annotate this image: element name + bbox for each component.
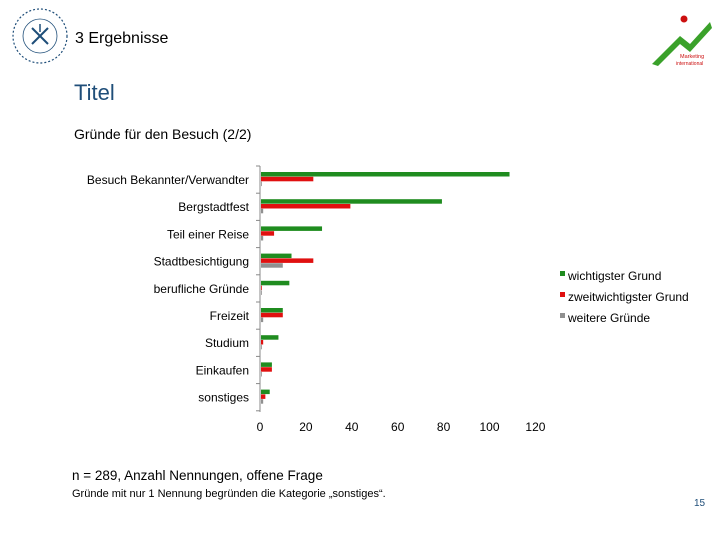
bar (261, 208, 264, 214)
bar (261, 258, 314, 263)
bar (261, 312, 283, 318)
x-tick-label: 40 (345, 420, 359, 434)
x-tick-label: 0 (257, 420, 264, 434)
bar (261, 340, 264, 345)
bar (261, 290, 262, 295)
category-label: Studium (205, 336, 249, 350)
bar (261, 199, 442, 204)
bar (261, 181, 262, 187)
bar (261, 394, 266, 399)
section-heading: 3 Ergebnisse (75, 30, 169, 47)
bar (261, 176, 314, 182)
bar (261, 317, 264, 323)
bar (261, 172, 510, 177)
category-label: Stadtbesichtigung (154, 255, 249, 269)
legend-swatch (560, 271, 565, 276)
bar (261, 372, 262, 377)
x-tick-label: 100 (479, 420, 499, 434)
bar (261, 285, 262, 291)
bar (261, 226, 323, 231)
category-label: Freizeit (210, 309, 250, 323)
svg-text:Marketing: Marketing (680, 54, 704, 60)
sample-note: n = 289, Anzahl Nennungen, offene Frage (72, 468, 323, 483)
category-label: berufliche Gründe (154, 282, 250, 296)
bar (261, 335, 279, 340)
chart-subtitle: Gründe für den Besuch (2/2) (74, 126, 252, 142)
legend-label: zweitwichtigster Grund (568, 290, 689, 304)
legend-label: weitere Gründe (567, 311, 650, 325)
bar (261, 253, 292, 259)
x-tick-label: 20 (299, 420, 313, 434)
legend-swatch (560, 313, 565, 318)
svg-text:international: international (676, 61, 703, 67)
legend-label: wichtigster Grund (567, 269, 661, 283)
x-tick-label: 120 (525, 420, 545, 434)
footnote: Gründe mit nur 1 Nennung begründen die K… (72, 488, 386, 500)
category-label: Besuch Bekannter/Verwandter (87, 173, 249, 187)
category-label: Einkaufen (196, 363, 249, 377)
bar (261, 308, 283, 313)
bar (261, 204, 351, 209)
bar (261, 231, 275, 236)
bar (261, 280, 290, 286)
bar (261, 344, 262, 350)
bar (261, 399, 264, 404)
legend-swatch (560, 292, 565, 297)
category-label: Bergstadtfest (178, 200, 249, 214)
page-number: 15 (694, 498, 706, 509)
marketing-logo: Marketing international (652, 15, 712, 67)
bar (261, 236, 264, 241)
x-tick-label: 80 (437, 420, 451, 434)
category-label: Teil einer Reise (167, 227, 249, 241)
bar (261, 367, 272, 372)
x-tick-label: 60 (391, 420, 405, 434)
page-title: Titel (74, 80, 115, 105)
category-label: sonstiges (198, 391, 249, 405)
bar (261, 389, 270, 395)
university-seal-logo (12, 8, 68, 64)
bar (261, 362, 272, 367)
bar (261, 263, 283, 268)
